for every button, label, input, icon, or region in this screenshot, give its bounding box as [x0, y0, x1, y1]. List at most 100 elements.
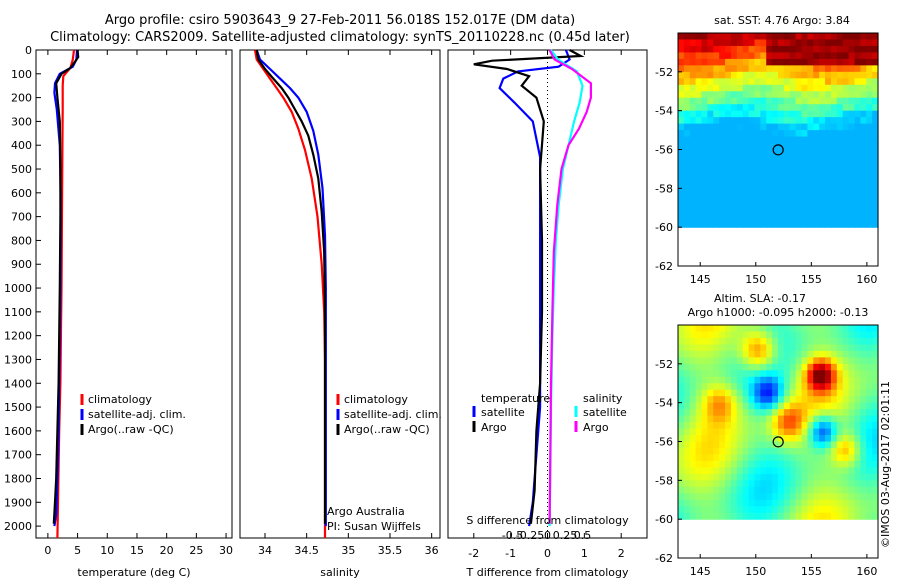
- map-cell: [766, 402, 773, 410]
- map-cell: [701, 415, 709, 423]
- map-cell: [801, 480, 809, 488]
- map-cell: [830, 383, 838, 391]
- map-cell: [842, 441, 850, 449]
- map-cell: [807, 194, 814, 202]
- map-cell: [795, 143, 803, 151]
- map-cell: [695, 71, 703, 79]
- map-cell: [836, 441, 844, 449]
- map-cell: [689, 52, 697, 60]
- map-cell: [813, 402, 820, 410]
- map-cell: [860, 78, 867, 86]
- map-cell: [813, 350, 820, 358]
- map-cell: [848, 493, 856, 501]
- map-cell: [683, 162, 691, 170]
- map-cell: [795, 357, 803, 365]
- map-cell: [689, 214, 697, 222]
- map-cell: [860, 143, 867, 151]
- map-cell: [742, 84, 750, 92]
- map-cell: [830, 123, 838, 131]
- map-cell: [725, 331, 732, 339]
- map-cell: [825, 337, 832, 346]
- map-cell: [819, 454, 826, 462]
- map-cell: [678, 39, 685, 47]
- map-cell: [742, 33, 750, 41]
- map-cell: [830, 117, 838, 125]
- map-cell: [848, 506, 856, 514]
- map-cell: [819, 71, 826, 79]
- map-cell: [689, 337, 697, 346]
- map-cell: [872, 428, 879, 436]
- map-cell: [713, 220, 720, 228]
- map-cell: [730, 168, 738, 176]
- map-cell: [825, 383, 832, 391]
- x-tick-label: 0: [44, 544, 51, 557]
- map-cell: [719, 435, 726, 443]
- map-cell: [830, 370, 838, 378]
- map-cell: [778, 344, 785, 352]
- series-line-temperature-satellite: [498, 49, 571, 527]
- map-cell: [866, 84, 873, 92]
- map-cell: [689, 39, 697, 47]
- map-cell: [801, 214, 809, 222]
- map-cell: [742, 58, 750, 66]
- x-axis-label-bottom: T difference from climatology: [466, 566, 629, 579]
- map-cell: [725, 33, 732, 41]
- series-line-climatology: [253, 49, 327, 538]
- map-cell: [742, 201, 750, 209]
- map-cell: [819, 155, 826, 164]
- map-cell: [866, 493, 873, 501]
- map-cell: [695, 506, 703, 514]
- map-cell: [707, 181, 714, 189]
- map-cell: [860, 350, 867, 358]
- map-cell: [860, 162, 867, 170]
- map-cell: [725, 486, 732, 494]
- map-cell: [783, 370, 791, 378]
- map-cell: [801, 220, 809, 228]
- map-cell: [830, 52, 838, 60]
- map-cell: [736, 220, 744, 228]
- map-cell: [736, 130, 744, 138]
- map-cell: [695, 220, 703, 228]
- map-cell: [754, 123, 761, 131]
- map-cell: [860, 370, 867, 378]
- map-cell: [842, 486, 850, 494]
- map-cell: [783, 415, 791, 423]
- map-cell: [689, 493, 697, 501]
- map-cell: [701, 363, 709, 371]
- map-cell: [695, 486, 703, 494]
- map-cell: [789, 383, 797, 391]
- map-cell: [830, 357, 838, 365]
- map-cell: [748, 422, 756, 430]
- map-cell: [742, 91, 750, 99]
- map-cell: [854, 460, 861, 468]
- map-cell: [683, 325, 691, 333]
- map-cell: [866, 175, 873, 183]
- map-cell: [719, 175, 726, 183]
- map-cell: [866, 71, 873, 79]
- map-cell: [766, 136, 773, 144]
- map-cell: [813, 84, 820, 92]
- map-cell: [795, 65, 803, 73]
- map-cell: [772, 214, 779, 222]
- map-cell: [678, 409, 685, 417]
- map-cell: [842, 331, 850, 339]
- map-cell: [742, 493, 750, 501]
- map-cell: [783, 409, 791, 417]
- map-cell: [848, 473, 856, 481]
- map-cell: [701, 480, 709, 488]
- argo-position-marker: [772, 436, 784, 448]
- series-line-satellite-adj-clim-: [255, 49, 327, 527]
- map-cell: [695, 447, 703, 456]
- map-cell: [836, 207, 844, 215]
- map-cell: [678, 447, 685, 456]
- map-cell: [701, 84, 709, 92]
- map-cell: [848, 143, 856, 151]
- map-cell: [813, 214, 820, 222]
- map-cell: [760, 214, 767, 222]
- map-cell: [848, 136, 856, 144]
- map-cell: [713, 97, 720, 105]
- map-cell: [748, 363, 756, 371]
- map-cell: [730, 441, 738, 449]
- map-cell: [842, 383, 850, 391]
- map-cell: [801, 65, 809, 73]
